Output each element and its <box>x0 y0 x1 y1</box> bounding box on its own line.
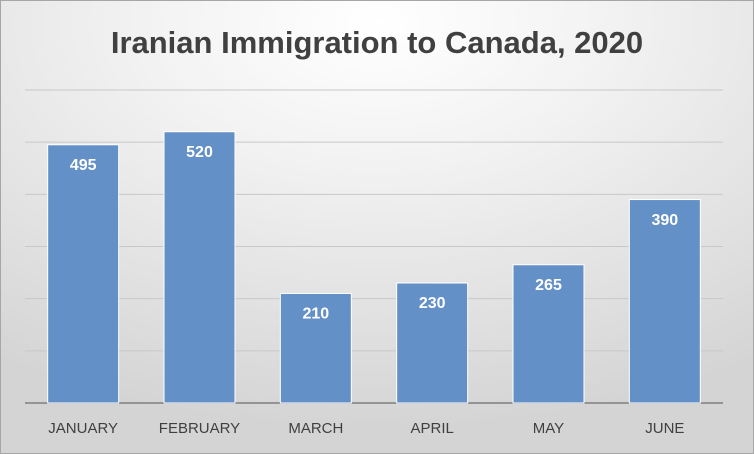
value-label: 495 <box>70 157 97 174</box>
bar <box>47 144 120 404</box>
x-tick-label: JANUARY <box>48 420 118 437</box>
chart-title: Iranian Immigration to Canada, 2020 <box>111 25 643 60</box>
value-label: 210 <box>302 306 329 323</box>
x-tick-label: MARCH <box>288 420 343 437</box>
x-tick-label: FEBRUARY <box>159 420 240 437</box>
bar <box>512 264 585 404</box>
x-tick-label: APRIL <box>410 420 453 437</box>
bar <box>163 131 236 404</box>
x-tick-label: JUNE <box>645 420 684 437</box>
x-tick-label: MAY <box>533 420 564 437</box>
value-label: 520 <box>186 144 213 161</box>
bar <box>396 282 469 404</box>
value-label: 230 <box>419 295 446 312</box>
bar <box>279 292 352 404</box>
value-label: 390 <box>651 212 678 229</box>
value-label: 265 <box>535 277 562 294</box>
bar <box>628 199 701 404</box>
